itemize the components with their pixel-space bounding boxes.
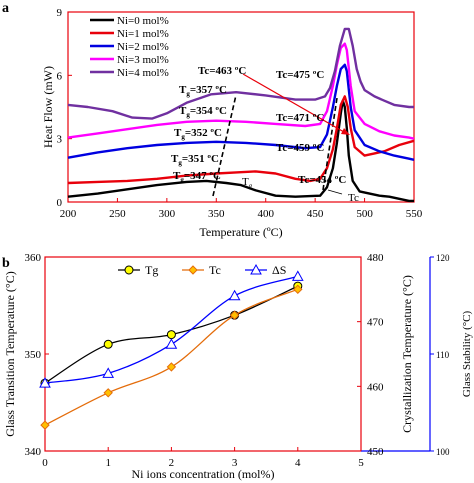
panel-b-point-2 xyxy=(102,367,115,378)
tc-arrow-line xyxy=(242,73,345,133)
panel-b-ylabel-right2: Glass Stability (°C) xyxy=(461,311,473,398)
panel-b-ytick-left-label: 340 xyxy=(25,446,42,458)
panel-a-legend-label: Ni=1 mol% xyxy=(117,28,169,40)
panel-b-xtick-label: 3 xyxy=(232,457,238,469)
panel-b: b Ni ions concentration (mol%) Glass Tra… xyxy=(2,252,473,481)
panel-b-xtick-label: 4 xyxy=(295,457,301,469)
panel-b-legend-label: Tc xyxy=(209,263,221,277)
panel-a-legend-label: Ni=2 mol% xyxy=(117,41,169,53)
panel-b-xtick-label: 5 xyxy=(358,457,364,469)
panel-a-xtick-label: 550 xyxy=(406,208,423,220)
panel-b-ytick-right2-label: 110 xyxy=(436,350,450,360)
annotation-tc-475: Tc=475 ºC xyxy=(276,69,324,81)
panel-b-series xyxy=(39,270,304,430)
tc-marker-leader xyxy=(327,189,343,195)
panel-a-ytick-label: 3 xyxy=(57,134,63,146)
panel-a-series-line-4 xyxy=(67,27,414,120)
panel-a: a Temperature (ºC) Heat Flow (mW) 200 250… xyxy=(2,1,423,239)
panel-a-xtick-label: 200 xyxy=(60,208,77,220)
panel-b-legend-marker xyxy=(250,263,262,275)
panel-b-legend-label: ΔS xyxy=(272,263,286,277)
panel-b-legend-marker xyxy=(124,265,134,275)
panel-a-series-line-0 xyxy=(67,99,414,203)
annotation-tg-347: Tg=347 ºC xyxy=(173,170,221,184)
panel-b-ytick-right2-label: 100 xyxy=(436,447,450,457)
panel-b-ylabel-left: Glass Transition Temperature (°C) xyxy=(3,271,17,436)
panel-b-legend-marker xyxy=(188,265,198,275)
panel-b-point-2 xyxy=(39,377,51,388)
panel-a-ytick-label: 0 xyxy=(57,197,63,209)
panel-b-ytick-right1-label: 480 xyxy=(367,252,384,264)
panel-b-ytick-left-label: 350 xyxy=(25,349,42,361)
tc-arrow-head xyxy=(341,128,350,135)
panel-a-xlabel: Temperature (ºC) xyxy=(199,225,282,239)
panel-a-label: a xyxy=(2,1,9,16)
panel-a-xtick-label: 450 xyxy=(307,208,324,220)
panel-a-series xyxy=(67,27,415,203)
panel-a-legend-label: Ni=4 mol% xyxy=(117,67,169,79)
panel-b-xlabel: Ni ions concentration (mol%) xyxy=(132,467,275,481)
annotation-tg-357: Tg=357 ºC xyxy=(179,84,227,98)
annotation-tg-351: Tg=351 ºC xyxy=(171,153,219,167)
panel-b-point-2 xyxy=(165,338,178,349)
annotation-tc-463: Tc=463 ºC xyxy=(198,65,246,77)
panel-b-point-0 xyxy=(103,339,113,349)
panel-b-label: b xyxy=(2,256,10,271)
annotation-tc-459: Tc=459 ºC xyxy=(276,142,324,154)
annotation-tc-454: Tc=454 ºC xyxy=(298,174,346,186)
panel-b-legend-label: Tg xyxy=(145,263,158,277)
panel-b-ticks: 0 1 2 3 4 5 340 350 360 450 460 470 480 100 110 120 xyxy=(25,252,451,469)
panel-b-legend: Tg Tc ΔS xyxy=(118,263,286,277)
panel-a-series-line-3 xyxy=(67,42,415,140)
panel-a-legend-label: Ni=0 mol% xyxy=(117,15,169,27)
panel-a-legend-box xyxy=(86,14,170,82)
annotation-tc-471: Tc=471 ºC xyxy=(276,112,324,124)
panel-b-point-1 xyxy=(40,420,50,430)
panel-a-ytick-label: 6 xyxy=(57,70,63,82)
panel-b-point-2 xyxy=(228,289,241,301)
tg-dashed-line xyxy=(212,94,237,197)
annotation-tg-marker: Tg xyxy=(242,176,253,190)
panel-a-legend: Ni=0 mol%Ni=1 mol%Ni=2 mol%Ni=3 mol%Ni=4… xyxy=(86,14,170,82)
panel-a-series-line-1 xyxy=(67,95,415,185)
panel-b-point-2 xyxy=(291,270,304,281)
panel-b-xtick-label: 0 xyxy=(42,457,48,469)
panel-a-ytick-label: 9 xyxy=(57,7,63,19)
panel-b-ytick-right1-label: 470 xyxy=(367,317,384,329)
panel-b-xtick-label: 2 xyxy=(169,457,175,469)
panel-b-ytick-right1-label: 450 xyxy=(367,446,384,458)
panel-a-legend-label: Ni=3 mol% xyxy=(117,54,169,66)
panel-b-point-0 xyxy=(166,330,176,340)
annotation-tc-marker: Tc xyxy=(348,192,359,204)
panel-b-ylabel-right1: Crystallization Temperature (°C) xyxy=(400,275,414,433)
panel-a-ticks: 200 250 300 350 400 450 500 550 0 3 6 9 xyxy=(57,7,423,220)
panel-b-ytick-right2-label: 120 xyxy=(436,253,450,263)
panel-a-xtick-label: 350 xyxy=(208,208,225,220)
annotation-tg-352: Tg=352 ºC xyxy=(174,127,222,141)
panel-a-xtick-label: 400 xyxy=(257,208,274,220)
panel-a-xtick-label: 300 xyxy=(159,208,176,220)
panel-b-xtick-label: 1 xyxy=(105,457,111,469)
panel-a-series-line-2 xyxy=(67,63,415,161)
panel-b-point-1 xyxy=(103,388,113,398)
panel-b-point-1 xyxy=(166,362,177,372)
panel-b-ytick-right1-label: 460 xyxy=(367,381,384,393)
panel-a-ylabel: Heat Flow (mW) xyxy=(41,66,55,148)
panel-a-xtick-label: 500 xyxy=(356,208,373,220)
panel-a-xtick-label: 250 xyxy=(109,208,126,220)
panel-b-ytick-left-label: 360 xyxy=(25,252,42,264)
panel-b-point-1 xyxy=(229,310,240,320)
panel-b-plot-frame xyxy=(44,256,362,452)
panel-b-point-1 xyxy=(293,284,303,295)
annotation-tg-354: Tg=354 ºC xyxy=(179,105,227,119)
